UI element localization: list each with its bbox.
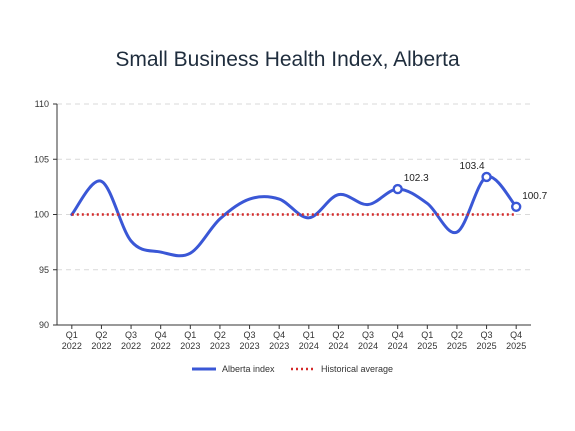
- y-tick-label: 110: [35, 99, 49, 109]
- series-line-alberta-index: [70, 175, 518, 258]
- x-tick-label: Q4 2023: [269, 330, 289, 351]
- axes: 90 95 100 105 110 Q1 2022 Q2 2022 Q3 2022 Q4 2022 Q1 2…: [34, 99, 531, 351]
- x-tick-label: Q3 2024: [358, 330, 378, 351]
- y-tick-label: 100: [34, 210, 49, 220]
- x-tick-label: Q4 2024: [388, 330, 408, 351]
- data-label: 103.4: [460, 161, 485, 172]
- x-tick-label: Q3 2022: [121, 330, 141, 351]
- x-tick-label: Q3 2023: [240, 330, 260, 351]
- data-point-marker: [392, 183, 403, 195]
- legend-label: Alberta index: [222, 364, 275, 374]
- data-point-marker: [481, 171, 492, 183]
- x-tick-label: Q1 2025: [417, 330, 437, 351]
- x-tick-label: Q4 2025: [506, 330, 526, 351]
- y-tick-label: 90: [39, 320, 49, 330]
- y-tick-label: 105: [34, 154, 49, 164]
- data-label: 102.3: [404, 173, 429, 184]
- data-label: 100.7: [522, 191, 547, 202]
- x-tick-label: Q1 2023: [180, 330, 200, 351]
- legend: Alberta index Historical average: [192, 364, 393, 374]
- grid-lines: [57, 103, 531, 271]
- series: [70, 171, 522, 258]
- x-tick-label: Q2 2025: [447, 330, 467, 351]
- x-tick-label: Q3 2025: [477, 330, 497, 351]
- x-tick-label: Q4 2022: [151, 330, 171, 351]
- data-point-marker: [510, 201, 522, 212]
- x-tick-label: Q1 2024: [299, 330, 319, 351]
- x-tick-label: Q2 2024: [328, 330, 348, 351]
- y-tick-label: 95: [39, 265, 49, 275]
- x-tick-label: Q1 2022: [62, 330, 82, 351]
- chart-title: Small Business Health Index, Alberta: [115, 48, 460, 71]
- x-tick-label: Q2 2023: [210, 330, 230, 351]
- data-labels: 102.3 103.4 100.7: [404, 161, 548, 202]
- legend-label: Historical average: [321, 364, 393, 374]
- x-tick-label: Q2 2022: [91, 330, 111, 351]
